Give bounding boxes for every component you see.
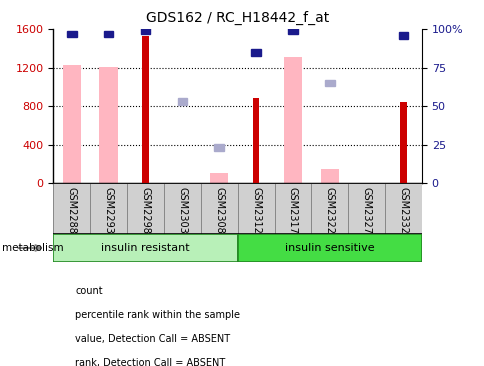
Bar [140,27,150,34]
Text: insulin sensitive: insulin sensitive [285,243,374,253]
Text: rank, Detection Call = ABSENT: rank, Detection Call = ABSENT [75,358,225,366]
Text: count: count [75,286,103,296]
Text: GSM2303: GSM2303 [177,187,187,234]
Bar [142,36,149,183]
Text: metabolism: metabolism [2,243,64,253]
Bar [274,183,311,234]
Text: GSM2312: GSM2312 [251,187,260,234]
Text: percentile rank within the sample: percentile rank within the sample [75,310,240,320]
Bar [90,183,127,234]
Text: value, Detection Call = ABSENT: value, Detection Call = ABSENT [75,334,230,344]
Text: insulin resistant: insulin resistant [101,243,189,253]
Text: GSM2332: GSM2332 [398,187,408,234]
Bar [200,183,237,234]
Text: GSM2293: GSM2293 [104,187,113,234]
Bar [237,183,274,234]
Bar [177,98,187,105]
Bar [53,234,237,262]
Bar [384,183,421,234]
Bar [214,144,224,151]
Title: GDS162 / RC_H18442_f_at: GDS162 / RC_H18442_f_at [146,11,329,26]
Bar [320,169,338,183]
Bar [287,27,297,34]
Bar [62,65,81,183]
Bar [348,183,384,234]
Text: GSM2308: GSM2308 [214,187,224,234]
Bar [324,80,334,86]
Text: GSM2298: GSM2298 [140,187,150,234]
Bar [164,183,200,234]
Bar [251,49,260,56]
Text: GSM2322: GSM2322 [324,187,334,234]
Text: GSM2327: GSM2327 [361,187,371,234]
Bar [210,173,228,183]
Bar [99,67,118,183]
Bar [127,183,164,234]
Text: GSM2317: GSM2317 [287,187,297,234]
Bar [252,98,259,183]
Bar [399,102,406,183]
Bar [237,234,421,262]
Bar [398,32,408,39]
Bar [283,57,302,183]
Bar [104,30,113,37]
Bar [67,30,76,37]
Text: GSM2288: GSM2288 [67,187,76,234]
Bar [311,183,348,234]
Bar [53,183,90,234]
